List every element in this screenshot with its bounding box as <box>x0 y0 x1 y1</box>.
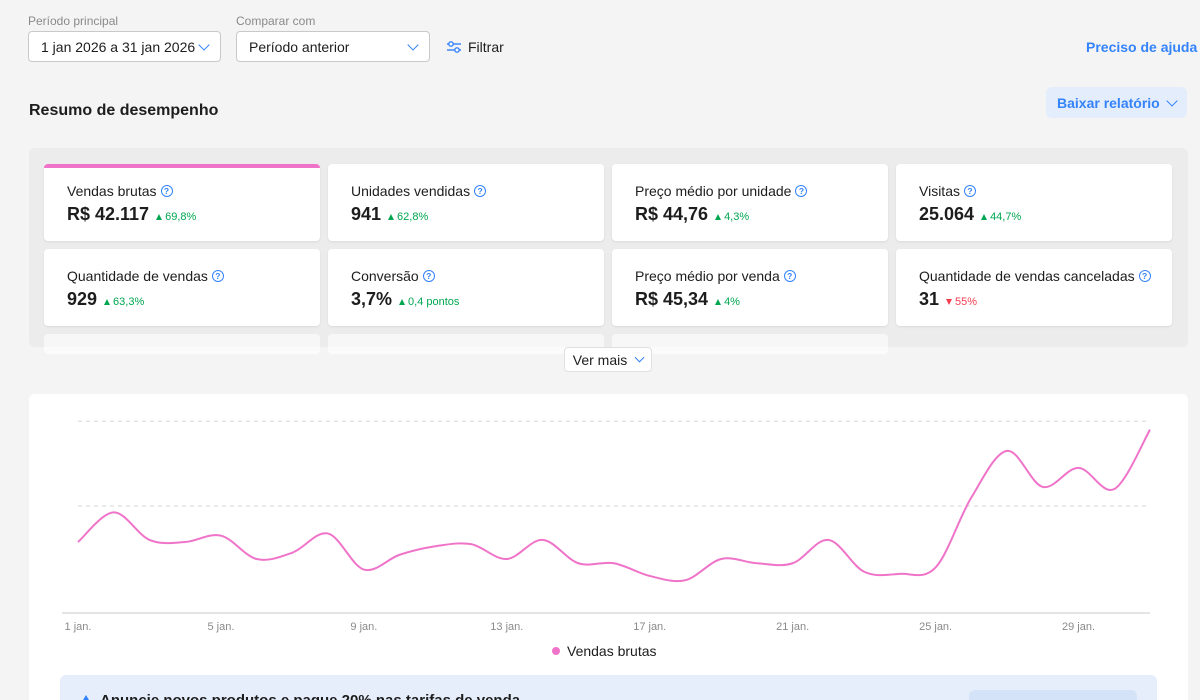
chart-legend[interactable]: Vendas brutas <box>552 643 657 659</box>
metric-card-hidden <box>612 334 888 354</box>
metric-card-quantidade-vendas[interactable]: Quantidade de vendas? 929 63,3% <box>44 249 320 326</box>
help-icon[interactable]: ? <box>963 185 976 197</box>
arrow-up-icon <box>715 214 722 220</box>
promo-banner: Anuncie novos produtos e pague 20% nas t… <box>60 675 1157 700</box>
metric-delta: 55% <box>946 296 977 308</box>
filter-button[interactable]: Filtrar <box>446 36 504 58</box>
help-icon[interactable]: ? <box>422 270 435 282</box>
metric-card-hidden <box>44 334 320 354</box>
arrow-up-icon <box>399 299 406 305</box>
metric-delta: 62,8% <box>388 211 428 223</box>
download-report-button[interactable]: Baixar relatório <box>1046 87 1187 118</box>
metric-card-conversao[interactable]: Conversão? 3,7% 0,4 pontos <box>328 249 604 326</box>
metric-value: 941 <box>351 204 382 224</box>
sliders-icon <box>447 41 461 53</box>
metric-card-vendas-brutas[interactable]: Vendas brutas? R$ 42.117 69,8% <box>44 164 320 241</box>
help-icon[interactable]: ? <box>783 270 796 282</box>
metric-delta: 69,8% <box>156 211 196 223</box>
x-tick-label: 29 jan. <box>1062 621 1095 633</box>
compare-select[interactable]: Período anterior <box>236 31 430 62</box>
main-period-value: 1 jan 2026 a 31 jan 2026 <box>41 38 196 55</box>
metric-delta: 0,4 pontos <box>399 296 459 308</box>
x-tick-label: 21 jan. <box>776 621 809 633</box>
metric-card-preco-medio-unidade[interactable]: Preço médio por unidade? R$ 44,76 4,3% <box>612 164 888 241</box>
x-tick-label: 5 jan. <box>207 621 234 633</box>
help-link[interactable]: Preciso de ajuda <box>1086 39 1198 55</box>
main-period-label: Período principal <box>28 14 119 28</box>
megaphone-icon <box>80 695 92 700</box>
arrow-up-icon <box>388 214 395 220</box>
x-tick-label: 13 jan. <box>490 621 523 633</box>
metric-card-vendas-canceladas[interactable]: Quantidade de vendas canceladas? 31 55% <box>896 249 1172 326</box>
sales-chart-card <box>29 394 1188 700</box>
metric-label: Preço médio por unidade? <box>635 183 808 199</box>
legend-label: Vendas brutas <box>567 643 657 659</box>
metric-card-hidden <box>328 334 604 354</box>
arrow-up-icon <box>981 214 988 220</box>
help-icon[interactable]: ? <box>1138 270 1151 282</box>
arrow-up-icon <box>156 214 163 220</box>
metric-card-preco-medio-venda[interactable]: Preço médio por venda? R$ 45,34 4% <box>612 249 888 326</box>
download-report-label: Baixar relatório <box>1057 94 1160 111</box>
metric-label: Vendas brutas? <box>67 183 173 199</box>
promo-button[interactable] <box>969 690 1137 700</box>
help-icon[interactable]: ? <box>795 185 808 197</box>
see-more-label: Ver mais <box>572 351 628 368</box>
metric-delta: 63,3% <box>104 296 144 308</box>
metric-delta: 44,7% <box>981 211 1021 223</box>
metric-value: R$ 45,34 <box>635 289 709 309</box>
x-tick-label: 25 jan. <box>919 621 952 633</box>
metric-value: R$ 44,76 <box>635 204 709 224</box>
compare-label: Comparar com <box>236 14 316 28</box>
x-tick-label: 17 jan. <box>633 621 666 633</box>
series-line-vendas-brutas[interactable] <box>77 429 1151 583</box>
metric-value: 3,7% <box>351 289 393 309</box>
arrow-down-icon <box>946 299 953 305</box>
metric-label: Quantidade de vendas canceladas? <box>919 268 1151 284</box>
metric-label: Quantidade de vendas? <box>67 268 224 284</box>
arrow-up-icon <box>715 299 722 305</box>
metric-label: Visitas? <box>919 183 976 199</box>
page-title: Resumo de desempenho <box>29 102 219 119</box>
x-tick-label: 9 jan. <box>350 621 377 633</box>
see-more-button[interactable]: Ver mais <box>564 347 652 372</box>
main-period-select[interactable]: 1 jan 2026 a 31 jan 2026 <box>28 31 221 62</box>
metric-value: R$ 42.117 <box>67 204 150 224</box>
legend-dot-icon <box>552 647 560 655</box>
x-tick-label: 1 jan. <box>65 621 92 633</box>
metric-value: 31 <box>919 289 940 309</box>
metric-label: Conversão? <box>351 268 435 284</box>
metric-delta: 4% <box>715 296 740 308</box>
filter-label: Filtrar <box>468 39 504 55</box>
metric-value: 929 <box>67 289 98 309</box>
arrow-up-icon <box>104 299 111 305</box>
help-icon[interactable]: ? <box>211 270 224 282</box>
metric-card-visitas[interactable]: Visitas? 25.064 44,7% <box>896 164 1172 241</box>
metric-label: Preço médio por venda? <box>635 268 796 284</box>
metric-card-unidades-vendidas[interactable]: Unidades vendidas? 941 62,8% <box>328 164 604 241</box>
help-icon[interactable]: ? <box>160 185 173 197</box>
compare-value: Período anterior <box>249 38 350 55</box>
promo-text: Anuncie novos produtos e pague 20% nas t… <box>100 692 520 700</box>
metric-label: Unidades vendidas? <box>351 183 487 199</box>
metric-delta: 4,3% <box>715 211 749 223</box>
help-icon[interactable]: ? <box>474 185 487 197</box>
metric-value: 25.064 <box>919 204 975 224</box>
